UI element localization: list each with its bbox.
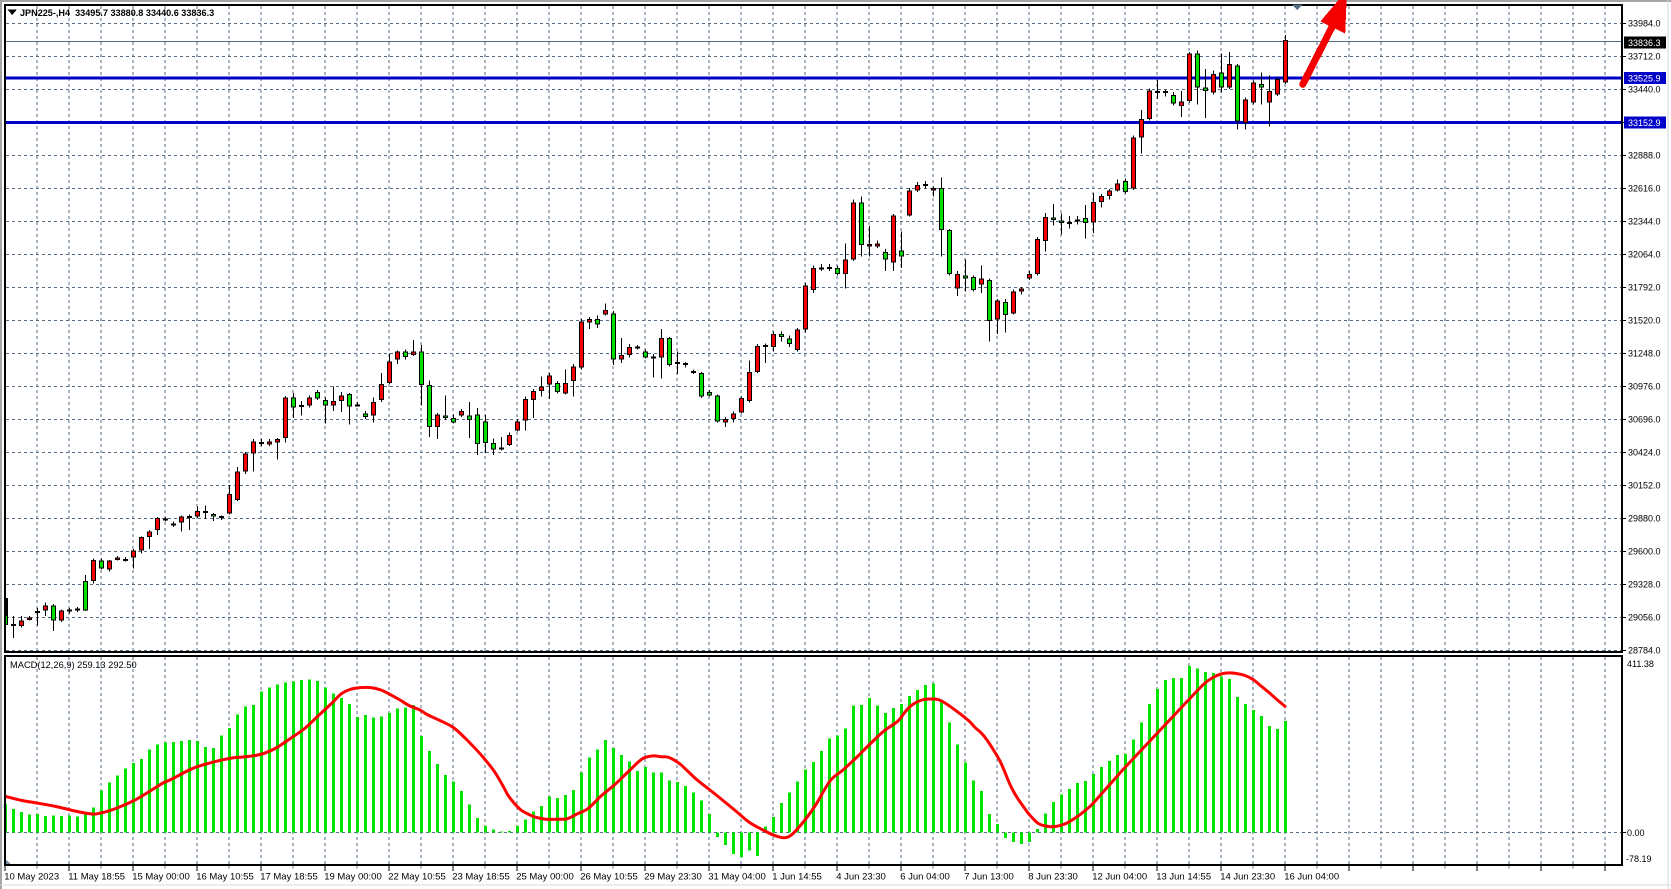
svg-text:32344.0: 32344.0	[1628, 217, 1661, 227]
svg-text:33440.0: 33440.0	[1628, 85, 1661, 95]
svg-text:4 Jun 23:30: 4 Jun 23:30	[836, 872, 886, 883]
svg-text:30152.0: 30152.0	[1628, 481, 1661, 491]
svg-text:17 May 18:55: 17 May 18:55	[260, 872, 318, 883]
svg-text:31 May 04:00: 31 May 04:00	[708, 872, 766, 883]
svg-text:33984.0: 33984.0	[1628, 19, 1661, 29]
svg-text:30424.0: 30424.0	[1628, 448, 1661, 458]
svg-text:26 May 10:55: 26 May 10:55	[580, 872, 638, 883]
svg-text:JPN225-,H4 33495.7 33880.8 33: JPN225-,H4 33495.7 33880.8 33440.6 33836…	[20, 8, 214, 18]
svg-text:29600.0: 29600.0	[1628, 547, 1661, 557]
svg-text:33525.9: 33525.9	[1628, 74, 1661, 84]
svg-text:6 Jun 04:00: 6 Jun 04:00	[900, 872, 950, 883]
svg-text:25 May 00:00: 25 May 00:00	[516, 872, 574, 883]
svg-text:33152.9: 33152.9	[1628, 118, 1661, 128]
svg-text:29 May 23:30: 29 May 23:30	[644, 872, 702, 883]
svg-text:32064.0: 32064.0	[1628, 250, 1661, 260]
svg-text:15 May 00:00: 15 May 00:00	[132, 872, 190, 883]
svg-text:33712.0: 33712.0	[1628, 52, 1661, 62]
svg-text:32888.0: 32888.0	[1628, 151, 1661, 161]
svg-text:8 Jun 23:30: 8 Jun 23:30	[1028, 872, 1078, 883]
svg-text:14 Jun 23:30: 14 Jun 23:30	[1220, 872, 1275, 883]
svg-text:16 Jun 04:00: 16 Jun 04:00	[1284, 872, 1339, 883]
svg-text:30696.0: 30696.0	[1628, 415, 1661, 425]
svg-text:7 Jun 13:00: 7 Jun 13:00	[964, 872, 1014, 883]
svg-text:411.38: 411.38	[1627, 659, 1654, 669]
svg-text:28784.0: 28784.0	[1628, 646, 1661, 656]
svg-text:16 May 10:55: 16 May 10:55	[196, 872, 254, 883]
svg-text:33836.3: 33836.3	[1628, 38, 1661, 48]
svg-text:29056.0: 29056.0	[1628, 613, 1661, 623]
svg-text:30976.0: 30976.0	[1628, 382, 1661, 392]
svg-text:31248.0: 31248.0	[1628, 349, 1661, 359]
svg-text:10 May 2023: 10 May 2023	[4, 872, 59, 883]
svg-text:22 May 10:55: 22 May 10:55	[388, 872, 446, 883]
svg-text:19 May 00:00: 19 May 00:00	[324, 872, 382, 883]
svg-text:13 Jun 14:55: 13 Jun 14:55	[1156, 872, 1211, 883]
svg-text:-78.19: -78.19	[1626, 854, 1652, 864]
svg-text:31520.0: 31520.0	[1628, 316, 1661, 326]
svg-text:29880.0: 29880.0	[1628, 514, 1661, 524]
svg-text:31792.0: 31792.0	[1628, 283, 1661, 293]
svg-text:23 May 18:55: 23 May 18:55	[452, 872, 510, 883]
svg-text:1 Jun 14:55: 1 Jun 14:55	[772, 872, 822, 883]
svg-text:11 May 18:55: 11 May 18:55	[68, 872, 125, 883]
svg-text:0.00: 0.00	[1627, 828, 1645, 838]
svg-text:MACD(12,26,9) 259.13 292.50: MACD(12,26,9) 259.13 292.50	[10, 660, 137, 670]
svg-text:12 Jun 04:00: 12 Jun 04:00	[1092, 872, 1147, 883]
svg-text:29328.0: 29328.0	[1628, 580, 1661, 590]
svg-text:32616.0: 32616.0	[1628, 184, 1661, 194]
